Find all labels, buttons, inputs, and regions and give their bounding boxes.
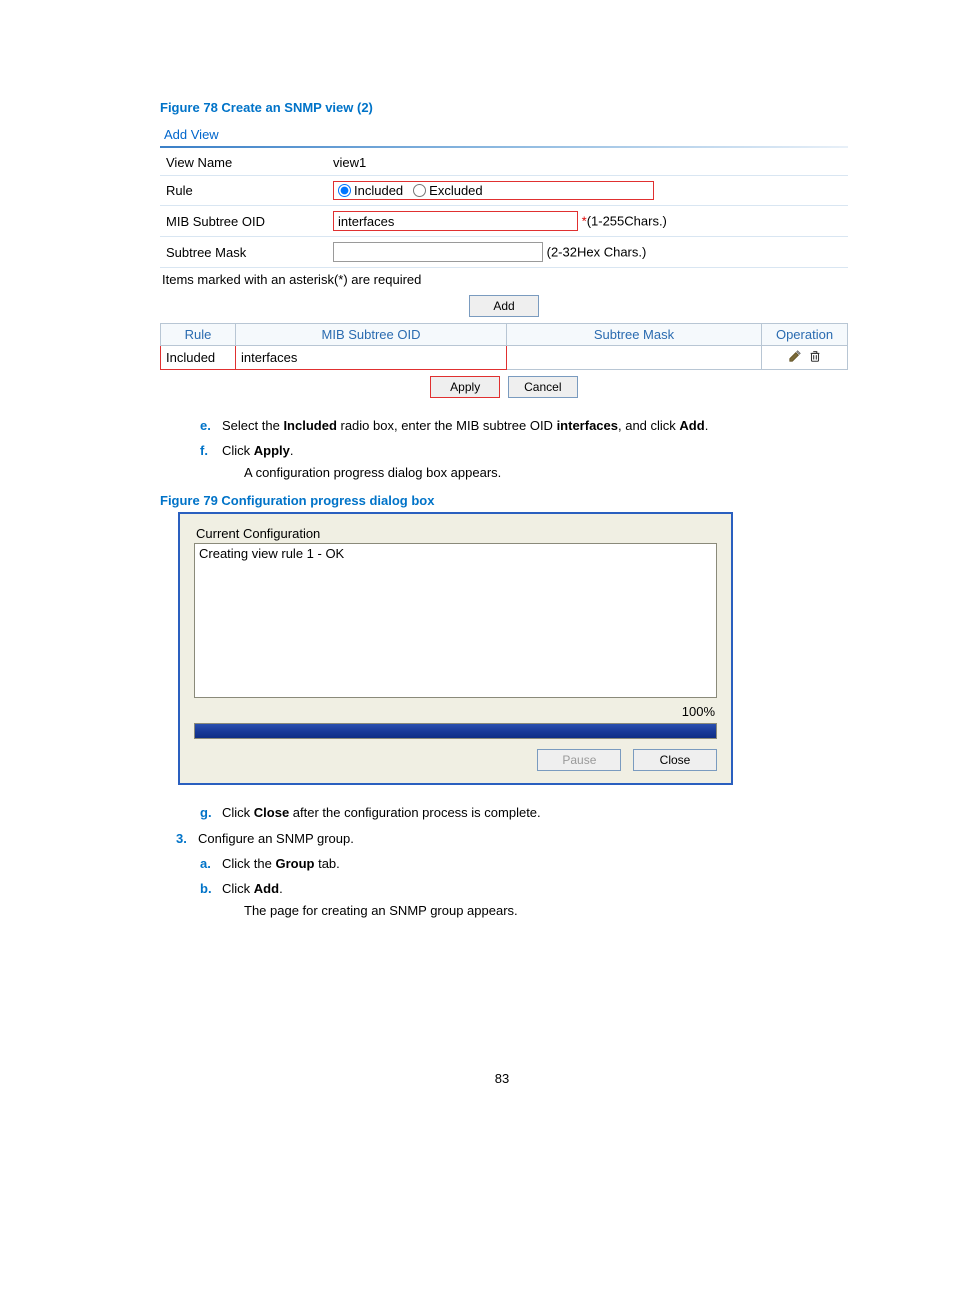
cell-rule: Included [161, 346, 236, 370]
cancel-button[interactable]: Cancel [508, 376, 578, 398]
current-configuration-label: Current Configuration [194, 526, 717, 541]
rule-label: Rule [160, 176, 327, 205]
progress-percent: 100% [194, 698, 717, 723]
mib-oid-input[interactable] [333, 211, 578, 231]
divider [160, 146, 848, 148]
view-name-value: view1 [327, 150, 848, 175]
oid-hint: *(1-255Chars.) [582, 214, 667, 229]
rules-table: Rule MIB Subtree OID Subtree Mask Operat… [160, 323, 848, 370]
edit-icon[interactable] [788, 349, 802, 363]
step-a: a. Click the Group tab. [200, 854, 844, 874]
form-table: View Name view1 Rule Included Excluded M… [160, 150, 848, 267]
document-page: Figure 78 Create an SNMP view (2) Add Vi… [0, 0, 954, 1146]
th-operation: Operation [762, 324, 848, 346]
required-note: Items marked with an asterisk(*) are req… [160, 268, 848, 295]
step-f: f. Click Apply. A configuration progress… [200, 441, 844, 483]
progress-bar [194, 723, 717, 739]
page-number: 83 [160, 1071, 844, 1086]
pause-button[interactable]: Pause [537, 749, 621, 771]
instruction-list-g3: g. Click Close after the configuration p… [200, 803, 844, 921]
rule-radio-group: Included Excluded [333, 181, 654, 200]
step-e: e. Select the Included radio box, enter … [200, 416, 844, 436]
add-view-title: Add View [160, 125, 848, 146]
mask-hint: (2-32Hex Chars.) [547, 245, 647, 260]
th-mask: Subtree Mask [507, 324, 762, 346]
cell-mask [507, 346, 762, 370]
dialog-buttons: Pause Close [194, 749, 717, 771]
add-view-panel: Add View View Name view1 Rule Included E… [160, 125, 848, 398]
progress-dialog: Current Configuration Creating view rule… [178, 512, 733, 785]
step-b-sub: The page for creating an SNMP group appe… [244, 901, 844, 921]
view-name-label: View Name [160, 150, 327, 175]
instruction-list-ef: e. Select the Included radio box, enter … [200, 416, 844, 483]
excluded-radio[interactable] [413, 184, 426, 197]
close-button[interactable]: Close [633, 749, 717, 771]
th-oid: MIB Subtree OID [236, 324, 507, 346]
mib-oid-label: MIB Subtree OID [160, 206, 327, 236]
subtree-mask-input[interactable] [333, 242, 543, 262]
cell-operation [762, 346, 848, 370]
step-f-sub: A configuration progress dialog box appe… [244, 463, 844, 483]
step-g: g. Click Close after the configuration p… [200, 803, 844, 823]
step-b: b. Click Add. The page for creating an S… [200, 879, 844, 921]
log-line: Creating view rule 1 - OK [199, 546, 344, 561]
subtree-mask-label: Subtree Mask [160, 237, 327, 267]
figure-79-caption: Figure 79 Configuration progress dialog … [160, 493, 844, 508]
included-radio[interactable] [338, 184, 351, 197]
apply-cancel-row: Apply Cancel [160, 376, 848, 398]
trash-icon[interactable] [808, 349, 822, 363]
cell-oid: interfaces [236, 346, 507, 370]
table-header-row: Rule MIB Subtree OID Subtree Mask Operat… [161, 324, 848, 346]
included-radio-label: Included [354, 183, 403, 198]
figure-78-caption: Figure 78 Create an SNMP view (2) [160, 100, 844, 115]
add-button[interactable]: Add [469, 295, 539, 317]
excluded-radio-label: Excluded [429, 183, 482, 198]
apply-button[interactable]: Apply [430, 376, 500, 398]
table-row: Included interfaces [161, 346, 848, 370]
step-3: 3. Configure an SNMP group. [176, 829, 844, 849]
progress-log: Creating view rule 1 - OK [194, 543, 717, 698]
th-rule: Rule [161, 324, 236, 346]
